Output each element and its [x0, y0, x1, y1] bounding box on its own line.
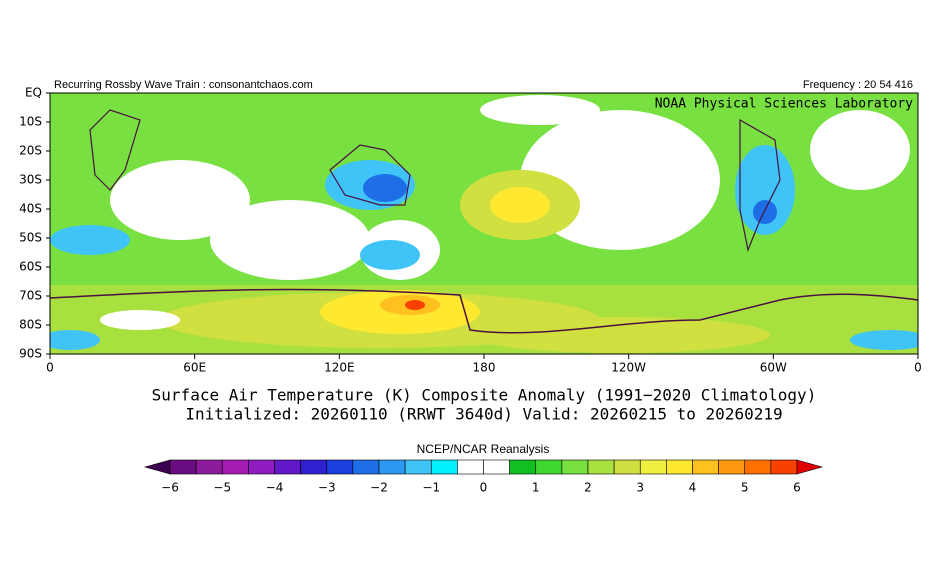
colorbar-swatch: [692, 459, 719, 475]
lat-label: 40S: [19, 202, 42, 216]
colorbar-swatch: [404, 459, 432, 475]
colorbar-swatch: [744, 459, 772, 475]
lat-label: 90S: [19, 347, 42, 361]
lon-label: 0: [46, 361, 54, 375]
lat-label: 60S: [19, 260, 42, 274]
colorbar-swatch: [718, 459, 746, 475]
colorbar-swatch: [587, 459, 615, 475]
colorbar-tick: 1: [532, 481, 540, 495]
colorbar: −6 −5 −4 −3 −2 −1 0 1 2 3 4 5 6: [143, 459, 824, 495]
colorbar-swatch: [274, 459, 301, 475]
credit: NOAA Physical Sciences Laboratory: [655, 97, 913, 112]
colorbar-label: NCEP/NCAR Reanalysis: [417, 442, 550, 456]
lat-axis: EQ 10S 20S 30S 40S 50S 60S 70S 80S 90S: [19, 86, 50, 361]
colorbar-tick: 4: [689, 481, 697, 495]
lon-label: 180: [473, 361, 496, 375]
colorbar-swatch: [352, 459, 380, 475]
colorbar-swatch: [535, 459, 563, 475]
colorbar-tick: 0: [480, 481, 488, 495]
colorbar-swatch: [430, 459, 458, 475]
lon-label: 0: [914, 361, 922, 375]
colorbar-tick: −2: [370, 481, 388, 495]
colorbar-end: [796, 459, 824, 475]
lon-label: 60W: [760, 361, 787, 375]
colorbar-tick: 5: [741, 481, 749, 495]
colorbar-tick: −4: [266, 481, 284, 495]
lat-label: EQ: [25, 86, 42, 100]
colorbar-tick: −5: [213, 481, 231, 495]
colorbar-tick: −6: [161, 481, 179, 495]
colorbar-swatch: [221, 459, 249, 475]
colorbar-swatch: [770, 459, 798, 475]
colorbar-end: [143, 459, 171, 475]
colorbar-tick: 3: [636, 481, 644, 495]
colorbar-tick: −3: [318, 481, 336, 495]
colorbar-swatch: [169, 459, 197, 475]
lat-label: 20S: [19, 144, 42, 158]
header-right: Frequency : 20 54 416: [803, 79, 913, 91]
lat-label: 10S: [19, 115, 42, 129]
colorbar-swatch: [666, 459, 693, 475]
title-line2: Initialized: 20260110 (RRWT 3640d) Valid…: [185, 405, 782, 424]
colorbar-swatch: [326, 459, 354, 475]
colorbar-swatch: [483, 459, 510, 475]
colorbar-swatch: [300, 459, 328, 475]
lon-label: 120W: [611, 361, 646, 375]
colorbar-tick: 2: [584, 481, 592, 495]
lat-label: 50S: [19, 231, 42, 245]
colorbar-tick: 6: [793, 481, 801, 495]
colorbar-tick: −1: [422, 481, 440, 495]
colorbar-swatch: [613, 459, 641, 475]
colorbar-swatch: [248, 459, 275, 475]
colorbar-swatch: [195, 459, 223, 475]
lon-label: 120E: [324, 361, 355, 375]
lat-label: 70S: [19, 289, 42, 303]
lat-label: 30S: [19, 173, 42, 187]
colorbar-swatch: [639, 459, 667, 475]
colorbar-swatch: [509, 459, 537, 475]
map-field: [49, 92, 919, 355]
colorbar-swatch: [561, 459, 589, 475]
header-left: Recurring Rossby Wave Train : consonantc…: [54, 79, 313, 91]
lon-label: 60E: [183, 361, 206, 375]
colorbar-swatch: [457, 459, 484, 475]
colorbar-swatch: [378, 459, 406, 475]
title-line1: Surface Air Temperature (K) Composite An…: [152, 386, 817, 405]
lon-axis: 0 60E 120E 180 120W 60W 0: [46, 354, 922, 375]
lat-label: 80S: [19, 318, 42, 332]
